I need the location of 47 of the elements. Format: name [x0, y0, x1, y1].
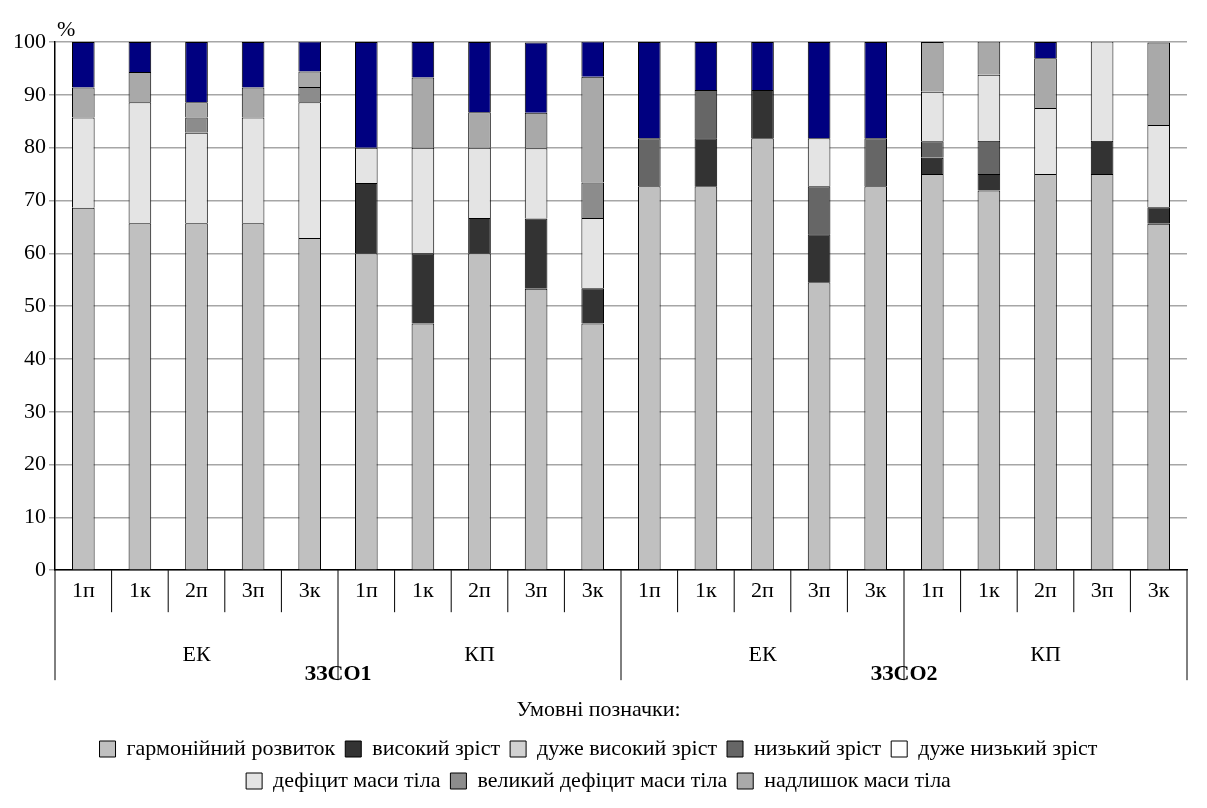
- y-tick-label: 70: [24, 186, 46, 212]
- x-tick-label: 2п: [468, 577, 492, 603]
- x-tick-label: 3к: [1147, 577, 1170, 603]
- x-tick-label: 1п: [354, 577, 378, 603]
- y-tick-label: 30: [24, 397, 46, 423]
- text: ЗЗСО1: [304, 659, 372, 685]
- legend-label: дефіцит маси тіла: [273, 766, 441, 792]
- y-tick-label: 100: [13, 27, 46, 53]
- x-tick-label: 2п: [185, 577, 209, 603]
- legend-title: Умовні позначки:: [516, 696, 681, 722]
- y-tick-label: 20: [24, 450, 46, 476]
- x-tick-label: 3к: [581, 577, 604, 603]
- text: ЕК: [748, 640, 777, 666]
- x-tick-label: 1п: [71, 577, 95, 603]
- x-tick-label: 2п: [751, 577, 775, 603]
- legend-label: дуже низький зріст: [918, 734, 1098, 760]
- y-tick-label: 10: [24, 503, 46, 529]
- y-tick-label: 0: [35, 555, 46, 581]
- legend-label: низький зріст: [754, 734, 882, 760]
- x-tick-label: 3п: [807, 577, 831, 603]
- legend-label: гармонійний розвиток: [126, 734, 336, 760]
- x-tick-label: 3п: [524, 577, 548, 603]
- y-axis-title: %: [57, 15, 76, 41]
- text: ЕК: [182, 640, 211, 666]
- x-tick-label: 1к: [412, 577, 435, 603]
- text: КП: [1030, 640, 1061, 666]
- x-tick-label: 1к: [129, 577, 152, 603]
- x-tick-label: 1к: [695, 577, 718, 603]
- x-tick-label: 3к: [864, 577, 887, 603]
- x-tick-label: 3п: [1090, 577, 1114, 603]
- legend-label: надлишок маси тіла: [764, 766, 952, 792]
- legend-label: великий дефіцит маси тіла: [477, 766, 728, 792]
- y-tick-label: 50: [24, 291, 46, 317]
- x-tick-label: 1к: [978, 577, 1001, 603]
- x-tick-label: 1п: [920, 577, 944, 603]
- legend-label: дуже високий зріст: [537, 734, 718, 760]
- x-tick-label: 3п: [241, 577, 265, 603]
- x-tick-label: 2п: [1034, 577, 1058, 603]
- y-tick-label: 90: [24, 80, 46, 106]
- x-tick-label: 1п: [637, 577, 661, 603]
- legend-label: високий зріст: [372, 734, 501, 760]
- x-tick-label: 3к: [298, 577, 321, 603]
- y-tick-label: 60: [24, 239, 46, 265]
- text: КП: [464, 640, 495, 666]
- y-tick-label: 80: [24, 133, 46, 159]
- y-tick-label: 40: [24, 344, 46, 370]
- text: ЗЗСО2: [870, 659, 938, 685]
